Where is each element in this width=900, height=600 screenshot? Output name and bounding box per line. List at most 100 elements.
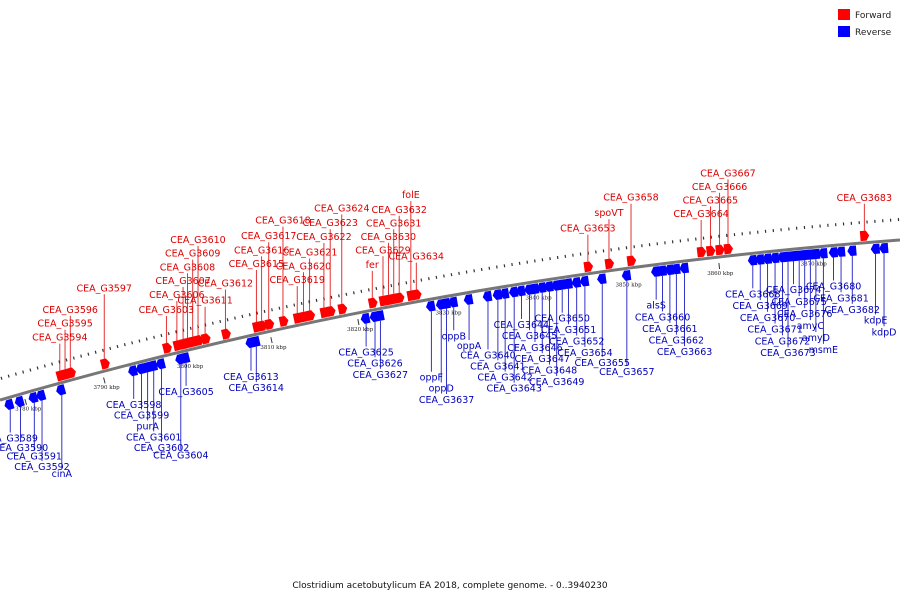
forward-gene-label: CEA_G3616 (234, 245, 289, 256)
reverse-gene-label: CEA_G3651 (541, 325, 596, 336)
forward-gene (715, 244, 725, 256)
axis-minor-tick (465, 270, 468, 274)
axis-minor-tick (315, 298, 318, 302)
reverse-gene-label: alsS (646, 301, 665, 312)
reverse-gene (870, 243, 881, 255)
reverse-gene-label: CEA_G3652 (549, 337, 604, 348)
forward-gene-label: CEA_G3630 (361, 232, 416, 243)
reverse-gene-label: CEA_G3591 (7, 452, 62, 463)
axis-tick-label: 3780 kbp (15, 407, 42, 413)
forward-gene-label: CEA_G3629 (355, 245, 410, 256)
axis-minor-tick (352, 291, 355, 295)
reverse-gene-label: CEA_G3649 (529, 377, 584, 388)
reverse-gene-label: CEA_G3682 (825, 305, 880, 316)
axis-tick-label: 3810 kbp (260, 345, 287, 351)
legend: Forward Reverse (838, 9, 892, 38)
axis-minor-tick (405, 281, 408, 285)
reverse-gene (529, 283, 540, 295)
reverse-gene (426, 300, 436, 312)
axis-minor-tick (420, 278, 423, 282)
reverse-gene-label: CEA_G3672 (755, 336, 810, 347)
axis-minor-tick (390, 283, 393, 288)
axis-minor-tick (51, 362, 54, 366)
axis-minor-tick (248, 313, 251, 317)
forward-gene (257, 320, 268, 332)
forward-gene-label: CEA_G3624 (314, 203, 369, 214)
reverse-gene (556, 279, 567, 290)
reverse-gene-label: CEA_G3589 (0, 434, 38, 445)
reverse-gene (14, 395, 25, 407)
axis-minor-tick (131, 341, 134, 345)
axis-minor-tick (345, 292, 348, 296)
reverse-gene (579, 275, 590, 287)
axis-tick-label: 3820 kbp (347, 327, 374, 333)
axis-minor-tick (189, 326, 192, 330)
reverse-gene-label: CEA_G3599 (114, 410, 169, 421)
axis-minor-tick (458, 271, 460, 275)
forward-gene (394, 292, 405, 304)
forward-gene-label: CEA_G3618 (255, 216, 310, 227)
axis-tick-label: 3790 kbp (94, 385, 121, 391)
forward-gene-label: CEA_G3683 (837, 193, 892, 204)
reverse-gene-label: CEA_G3625 (338, 348, 393, 359)
reverse-gene (671, 263, 681, 275)
axis-minor-tick (226, 318, 229, 322)
axis-minor-tick (256, 311, 259, 315)
axis-major-tick (24, 398, 28, 405)
axis-minor-tick (219, 319, 222, 324)
reverse-gene-label: CEA_G3641 (470, 361, 525, 372)
forward-gene-label: CEA_G3621 (282, 247, 337, 258)
reverse-gene (755, 254, 765, 265)
forward-gene-label: fer (366, 260, 379, 271)
forward-gene-label: CEA_G3665 (683, 195, 738, 206)
legend-reverse-label: Reverse (855, 28, 892, 38)
reverse-gene-label: CEA_G3680 (806, 281, 861, 292)
reverse-gene-label: CEA_G3604 (153, 451, 208, 462)
forward-gene-label: CEA_G3594 (32, 333, 87, 344)
reverse-gene (448, 296, 459, 308)
forward-gene-label: CEA_G3606 (149, 290, 204, 301)
reverse-gene-label: CEA_G3675 (771, 297, 826, 308)
reverse-gene-label: CEA_G3613 (223, 372, 278, 383)
reverse-gene (463, 293, 474, 305)
forward-gene-label: CEA_G3620 (276, 261, 331, 272)
reverse-gene-label: kdpE (864, 315, 888, 326)
forward-gene-label: CEA_G3608 (160, 262, 215, 273)
axis-minor-tick (443, 274, 445, 278)
reverse-gene-label: CEA_G3627 (353, 370, 408, 381)
axis-minor-tick (22, 370, 25, 374)
reverse-gene-label: kdpD (872, 327, 897, 338)
reverse-gene (847, 245, 857, 256)
axis-minor-tick (360, 289, 363, 293)
forward-gene-label: CEA_G3667 (700, 168, 755, 179)
axis-tick-label: 3800 kbp (177, 364, 204, 370)
axis-minor-tick (278, 306, 281, 310)
forward-gene-label: CEA_G3607 (155, 276, 210, 287)
forward-gene-label: CEA_G3610 (170, 235, 225, 246)
axis-tick-label: 3860 kbp (707, 271, 734, 277)
reverse-gene-label: cinA (52, 469, 73, 480)
reverse-gene-label: CEA_G3601 (126, 432, 181, 443)
axis-minor-tick (271, 308, 273, 312)
reverse-gene (597, 273, 607, 285)
axis-minor-tick (72, 356, 75, 360)
forward-gene (705, 245, 716, 257)
forward-gene (604, 258, 615, 270)
reverse-gene-label: CEA_G3670 (740, 313, 795, 324)
genome-caption: Clostridium acetobutylicum EA 2018, comp… (292, 581, 607, 591)
forward-gene (367, 297, 378, 309)
forward-gene (278, 315, 289, 327)
reverse-gene (664, 264, 675, 276)
legend-forward-swatch (838, 9, 850, 20)
reverse-gene (4, 398, 15, 410)
reverse-gene-label: CEA_G3637 (419, 395, 474, 406)
axis-major-tick (103, 377, 106, 384)
axis-minor-tick (375, 286, 378, 291)
forward-gene-label: CEA_G3596 (43, 305, 98, 316)
axis-minor-tick (65, 358, 68, 362)
axis-minor-tick (338, 294, 340, 298)
reverse-gene (499, 287, 510, 299)
forward-gene (411, 289, 422, 301)
reverse-gene (563, 278, 573, 289)
